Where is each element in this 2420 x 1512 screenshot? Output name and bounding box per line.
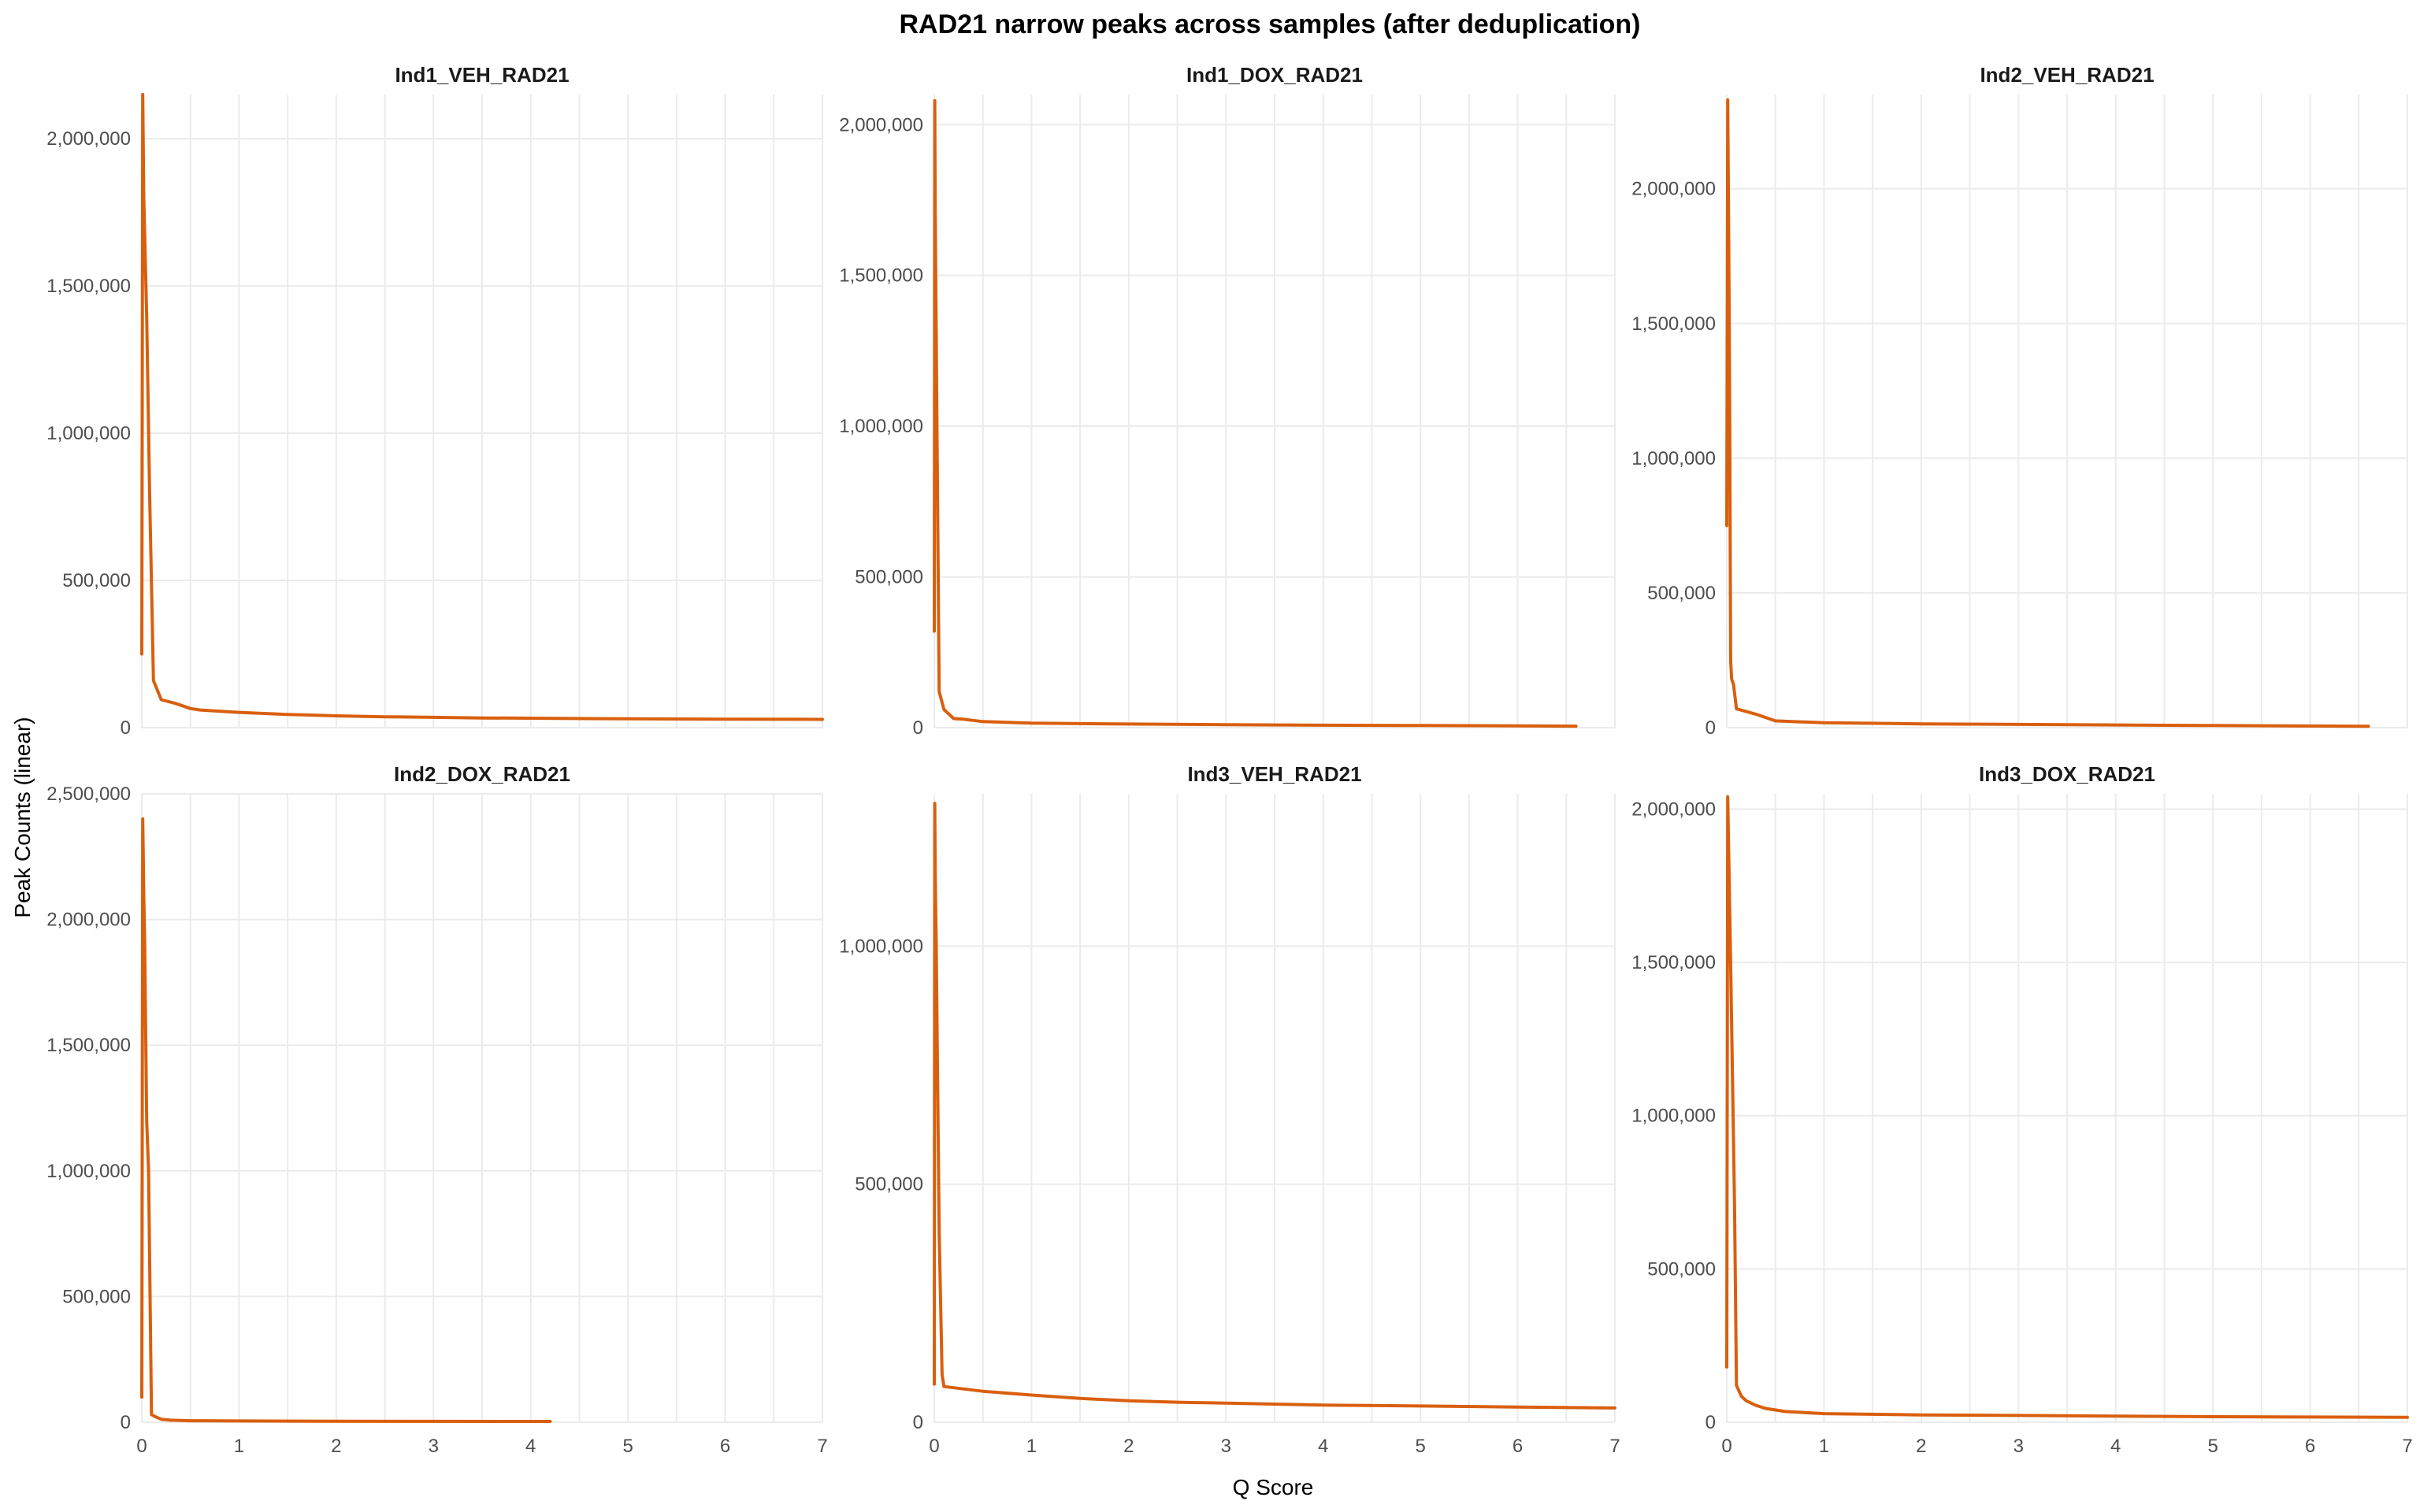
panel: Ind3_VEH_RAD21 0 500,000 1,000,000 0 1 2 3 4 5 6 7 bbox=[839, 762, 1620, 1457]
chart-title: RAD21 narrow peaks across samples (after… bbox=[900, 9, 1641, 39]
y-tick-label: 1,000,000 bbox=[1631, 448, 1716, 469]
y-tick-label: 500,000 bbox=[855, 1174, 923, 1195]
y-tick-label: 0 bbox=[913, 717, 923, 739]
y-tick-label: 1,000,000 bbox=[839, 416, 923, 437]
y-tick-label: 2,000,000 bbox=[46, 910, 131, 931]
y-tick-label: 500,000 bbox=[855, 567, 923, 588]
y-tick-label: 1,500,000 bbox=[46, 276, 131, 297]
x-tick-label: 2 bbox=[1123, 1436, 1134, 1457]
x-tick-label: 0 bbox=[1721, 1436, 1731, 1457]
x-tick-label: 1 bbox=[234, 1436, 244, 1457]
x-tick-label: 4 bbox=[525, 1436, 536, 1457]
x-tick-label: 5 bbox=[1415, 1436, 1425, 1457]
y-tick-label: 1,500,000 bbox=[1631, 952, 1716, 973]
x-tick-label: 0 bbox=[929, 1436, 939, 1457]
y-tick-label: 2,000,000 bbox=[1631, 179, 1716, 200]
y-tick-label: 0 bbox=[913, 1412, 923, 1433]
y-tick-label: 1,000,000 bbox=[46, 423, 131, 444]
x-tick-label: 6 bbox=[2305, 1436, 2315, 1457]
panel: Ind2_VEH_RAD21 0 500,000 1,000,000 1,500,000… bbox=[1631, 63, 2408, 739]
x-tick-label: 4 bbox=[2110, 1436, 2121, 1457]
peak-count-line bbox=[1725, 795, 2409, 1419]
x-tick-label: 2 bbox=[1916, 1436, 1926, 1457]
x-tick-label: 5 bbox=[622, 1436, 633, 1457]
peak-count-line bbox=[933, 802, 1616, 1410]
x-tick-label: 5 bbox=[2207, 1436, 2218, 1457]
y-tick-label: 2,500,000 bbox=[46, 784, 131, 805]
y-tick-label: 0 bbox=[121, 1412, 131, 1433]
x-tick-label: 6 bbox=[1512, 1436, 1523, 1457]
peak-count-line bbox=[140, 817, 552, 1423]
y-tick-label: 1,000,000 bbox=[46, 1161, 131, 1182]
y-tick-label: 500,000 bbox=[1647, 583, 1716, 604]
x-tick-label: 7 bbox=[1609, 1436, 1620, 1457]
panel: Ind1_DOX_RAD21 0 500,000 1,000,000 1,500,000… bbox=[839, 63, 1616, 739]
panel: Ind3_DOX_RAD21 0 500,000 1,000,000 1,500,000… bbox=[1631, 762, 2412, 1457]
y-tick-label: 500,000 bbox=[62, 570, 131, 591]
y-tick-label: 2,000,000 bbox=[1631, 799, 1716, 820]
y-tick-label: 500,000 bbox=[1647, 1258, 1716, 1280]
x-tick-label: 1 bbox=[1026, 1436, 1037, 1457]
panel-title: Ind2_VEH_RAD21 bbox=[1980, 63, 2154, 87]
peak-count-line bbox=[933, 98, 1578, 728]
x-tick-label: 7 bbox=[2402, 1436, 2412, 1457]
x-tick-label: 1 bbox=[1819, 1436, 1829, 1457]
x-tick-label: 6 bbox=[720, 1436, 730, 1457]
x-tick-label: 3 bbox=[1221, 1436, 1231, 1457]
y-tick-label: 1,000,000 bbox=[1631, 1106, 1716, 1127]
x-tick-label: 4 bbox=[1318, 1436, 1328, 1457]
panel-title: Ind1_DOX_RAD21 bbox=[1186, 63, 1363, 87]
panels-layer: Ind1_VEH_RAD21 0 500,000 1,000,000 1,500,000… bbox=[46, 63, 2412, 1457]
y-tick-label: 2,000,000 bbox=[839, 114, 923, 135]
panel: Ind2_DOX_RAD21 0 500,000 1,000,000 1,500,000… bbox=[46, 762, 827, 1457]
x-axis-title: Q Score bbox=[1233, 1475, 1314, 1499]
x-tick-label: 0 bbox=[136, 1436, 147, 1457]
y-tick-label: 2,000,000 bbox=[46, 128, 131, 150]
panel-title: Ind3_DOX_RAD21 bbox=[1979, 762, 2155, 786]
panel-title: Ind1_VEH_RAD21 bbox=[395, 63, 569, 87]
y-tick-label: 1,500,000 bbox=[46, 1035, 131, 1056]
panel-title: Ind2_DOX_RAD21 bbox=[394, 762, 570, 786]
y-tick-label: 1,500,000 bbox=[839, 265, 923, 287]
y-tick-label: 1,000,000 bbox=[839, 936, 923, 957]
panel-title: Ind3_VEH_RAD21 bbox=[1187, 762, 1361, 786]
peak-count-line bbox=[140, 93, 824, 721]
y-tick-label: 0 bbox=[1706, 717, 1716, 739]
y-tick-label: 500,000 bbox=[62, 1286, 131, 1307]
x-tick-label: 3 bbox=[2014, 1436, 2024, 1457]
x-tick-label: 3 bbox=[429, 1436, 439, 1457]
y-axis-title: Peak Counts (linear) bbox=[10, 717, 35, 917]
y-tick-label: 0 bbox=[121, 717, 131, 739]
x-tick-label: 2 bbox=[331, 1436, 341, 1457]
y-tick-label: 1,500,000 bbox=[1631, 313, 1716, 335]
y-tick-label: 0 bbox=[1706, 1412, 1716, 1433]
panel: Ind1_VEH_RAD21 0 500,000 1,000,000 1,500,000… bbox=[46, 63, 824, 739]
peak-count-line bbox=[1725, 98, 2370, 728]
x-tick-label: 7 bbox=[817, 1436, 827, 1457]
